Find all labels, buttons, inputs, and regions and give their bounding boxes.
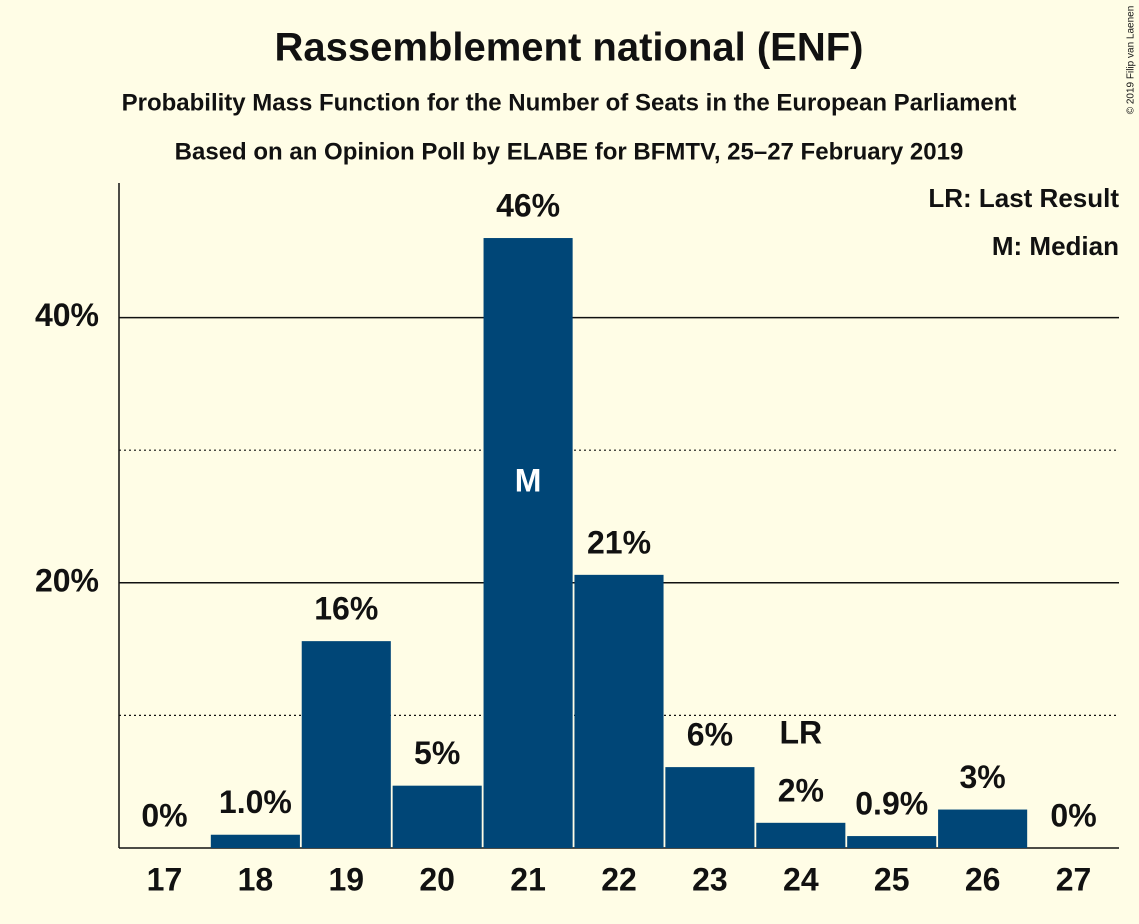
bar <box>392 785 482 848</box>
annotation: LR <box>779 714 822 750</box>
value-label: 5% <box>414 735 460 771</box>
x-tick-label: 22 <box>601 861 637 897</box>
value-label: 0% <box>141 797 187 833</box>
chart-subtitle: Based on an Opinion Poll by ELABE for BF… <box>175 138 964 165</box>
legend-entry: M: Median <box>992 231 1119 261</box>
x-tick-label: 23 <box>692 861 728 897</box>
copyright: © 2019 Filip van Laenen <box>1126 6 1137 115</box>
bar <box>483 238 573 849</box>
value-label: 16% <box>314 591 378 627</box>
x-tick-label: 18 <box>238 861 274 897</box>
annotation: M <box>515 462 542 498</box>
y-tick-label: 40% <box>35 297 99 333</box>
value-label: 0.9% <box>855 786 928 822</box>
chart-title: Rassemblement national (ENF) <box>274 26 863 70</box>
bar <box>938 809 1028 848</box>
value-label: 46% <box>496 187 560 223</box>
x-tick-label: 24 <box>783 861 819 897</box>
x-tick-label: 19 <box>328 861 364 897</box>
bar <box>756 822 846 848</box>
x-tick-label: 26 <box>965 861 1001 897</box>
bar <box>301 641 391 848</box>
x-tick-label: 27 <box>1056 861 1092 897</box>
x-tick-label: 21 <box>510 861 546 897</box>
value-label: 0% <box>1050 797 1096 833</box>
bar <box>665 767 755 848</box>
bar <box>574 574 664 848</box>
y-tick-label: 20% <box>35 562 99 598</box>
value-label: 21% <box>587 524 651 560</box>
value-label: 1.0% <box>219 784 292 820</box>
value-label: 3% <box>960 759 1006 795</box>
value-label: 6% <box>687 717 733 753</box>
x-tick-label: 25 <box>874 861 910 897</box>
value-label: 2% <box>778 772 824 808</box>
x-tick-label: 20 <box>419 861 455 897</box>
legend-entry: LR: Last Result <box>928 183 1119 213</box>
x-tick-label: 17 <box>147 861 183 897</box>
bar <box>210 834 300 848</box>
bar <box>847 836 937 848</box>
chart-subtitle: Probability Mass Function for the Number… <box>122 89 1017 116</box>
